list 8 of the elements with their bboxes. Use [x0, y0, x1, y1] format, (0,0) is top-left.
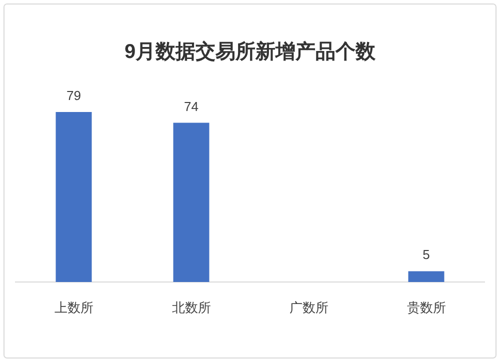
x-tick-label: 北数所 [172, 300, 211, 315]
data-label: 79 [66, 88, 81, 103]
x-tick-label: 贵数所 [406, 300, 446, 315]
data-label: 5 [422, 247, 430, 262]
data-label: 74 [184, 98, 198, 114]
x-tick-label: 广数所 [289, 300, 328, 315]
x-tick-label: 上数所 [54, 300, 94, 315]
chart-title: 9月数据交易所新增产品个数 [124, 40, 377, 63]
